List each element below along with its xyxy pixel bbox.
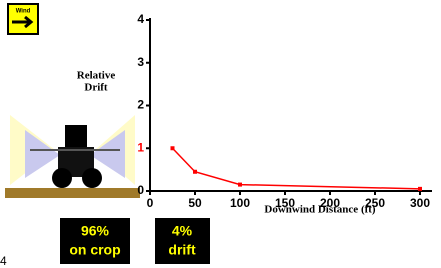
ground [5,188,140,198]
spray-left-inner [25,130,60,178]
data-point [171,146,175,150]
y-tick-label: 0 [137,183,144,197]
x-tick-label: 250 [365,196,385,210]
data-point [418,187,422,191]
data-point [238,183,242,187]
tractor-wheel [82,168,102,188]
screen: Wind Relative Drift Downwind Distance (f… [0,0,441,268]
x-tick-label: 0 [147,196,154,210]
y-tick-label: 4 [137,12,144,26]
y-axis-label: Relative [77,70,116,82]
drift-line [173,148,421,189]
crop-percent: 96% [81,223,110,239]
tractor-wheel [52,168,72,188]
y-tick-label: 3 [137,55,144,69]
crop-caption: on crop [69,242,120,258]
x-tick-label: 300 [410,196,430,210]
x-tick-label: 200 [320,196,340,210]
x-tick-label: 150 [275,196,295,210]
x-tick-label: 100 [230,196,250,210]
x-tick-label: 50 [188,196,202,210]
tractor-cab [65,125,87,147]
tractor-illustration [5,115,140,198]
wind-icon-label: Wind [16,9,31,15]
corner-text: 4 [0,254,7,268]
y-axis-label: Drift [84,82,108,94]
drift-percent: 4% [172,223,193,239]
wind-icon[interactable]: Wind [8,4,38,34]
y-tick-label: 1 [137,140,144,154]
data-point [193,170,197,174]
drift-caption: drift [168,242,196,258]
y-tick-label: 2 [137,98,144,112]
